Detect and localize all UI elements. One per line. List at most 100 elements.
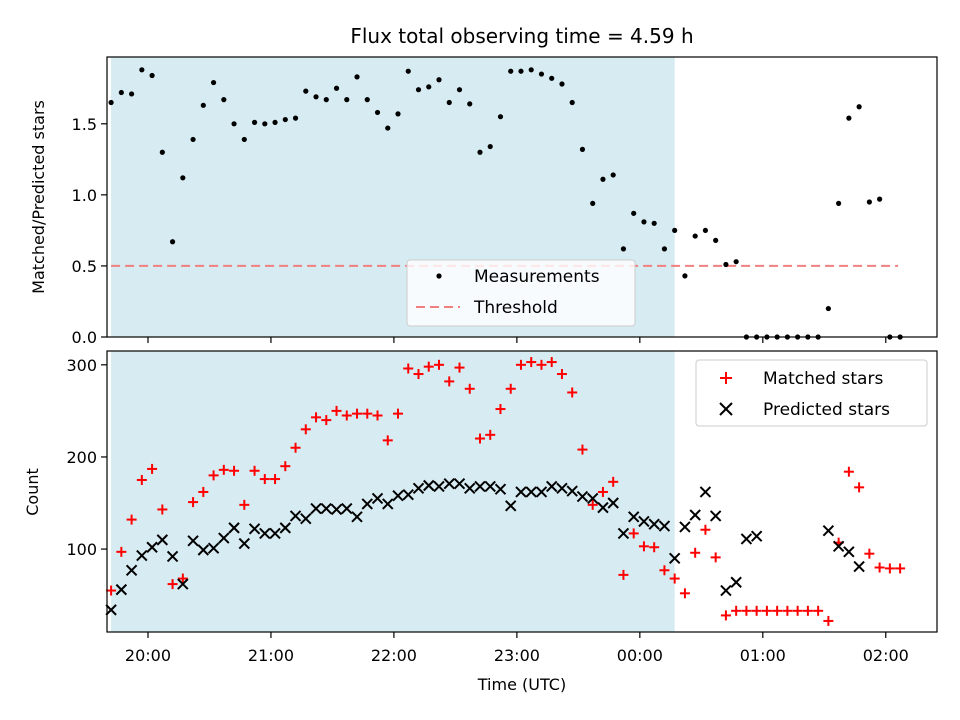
top-axes-frame [106, 56, 938, 338]
predicted-star-point [238, 537, 251, 550]
matched-star-point [874, 562, 885, 573]
x-tick-label: 02:00 [863, 646, 909, 665]
matched-star-point [720, 610, 731, 621]
predicted-star-point [228, 522, 240, 534]
matched-star-point [618, 569, 629, 580]
predicted-star-point [412, 482, 425, 494]
predicted-star-point [525, 486, 537, 498]
bottom-y-tick-label: 200 [66, 448, 97, 467]
matched-star-point [556, 369, 567, 380]
bottom-legend: Matched stars Predicted stars [695, 359, 928, 427]
x-tick-label: 22:00 [371, 646, 417, 665]
measurement-point [446, 99, 452, 106]
measurement-point [672, 227, 678, 234]
matched-star-point [382, 435, 393, 446]
measurement-point [159, 149, 165, 155]
matched-star-point [218, 464, 229, 475]
matched-star-point [884, 563, 895, 574]
matched-star-point [249, 465, 260, 476]
legend-predicted-label: Predicted stars [763, 400, 890, 420]
predicted-star-point [566, 485, 578, 497]
matched-star-point [300, 424, 311, 435]
top-legend-box [406, 259, 636, 327]
matched-star-point [495, 404, 506, 415]
matched-star-point [679, 588, 690, 599]
measurement-point [354, 74, 360, 80]
matched-star-point [157, 504, 168, 515]
predicted-star-point [679, 521, 691, 533]
matched-star-point [854, 482, 865, 493]
matched-star-point [659, 565, 670, 576]
x-tick-label: 01:00 [740, 646, 786, 665]
measurement-point [487, 143, 493, 150]
measurement-point [241, 136, 247, 143]
predicted-star-point [197, 544, 210, 556]
legend-matched-marker [720, 372, 732, 384]
measurement-point [733, 259, 739, 265]
measurement-point [631, 210, 637, 216]
predicted-star-point [505, 500, 517, 512]
measurement-point [682, 273, 688, 279]
predicted-star-point [720, 584, 732, 597]
measurement-point [395, 111, 401, 117]
predicted-star-point [177, 578, 189, 590]
matched-star-point [372, 410, 383, 421]
matched-star-point [454, 362, 465, 373]
predicted-star-point [699, 486, 712, 498]
predicted-star-point [709, 510, 722, 522]
matched-star-point [515, 359, 526, 370]
predicted-star-point [484, 480, 496, 493]
predicted-star-point [146, 541, 158, 553]
predicted-star-point [310, 502, 322, 515]
predicted-star-point [433, 480, 445, 493]
measurement-point [661, 246, 668, 252]
predicted-star-point [494, 483, 507, 495]
predicted-star-point [668, 552, 681, 565]
matched-star-point [505, 383, 516, 394]
measurement-point [108, 99, 114, 106]
measurement-point [538, 71, 545, 77]
predicted-star-point [689, 509, 701, 521]
bottom-x-axis: 20:00 21:00 22:00 23:00 00:00 01:00 02:00 [125, 632, 909, 665]
matched-star-point [321, 415, 332, 426]
x-tick-label: 20:00 [125, 646, 171, 665]
predicted-star-point [822, 524, 835, 537]
x-tick-label: 21:00 [248, 646, 294, 665]
measurement-point [200, 102, 206, 108]
matched-star-point [474, 433, 485, 444]
predicted-star-point [464, 482, 476, 494]
measurement-point [210, 79, 217, 86]
predicted-star-point [259, 527, 271, 540]
measurement-point [221, 97, 227, 103]
predicted-star-point [843, 546, 855, 558]
predicted-star-point [115, 583, 128, 596]
matched-star-point [843, 466, 854, 477]
measurement-point [436, 77, 442, 83]
matched-star-point [536, 359, 547, 370]
measurement-point [518, 68, 524, 74]
x-axis-label: Time (UTC) [477, 675, 566, 694]
measurement-point [590, 200, 596, 206]
matched-star-point [393, 408, 404, 419]
predicted-star-point [730, 576, 742, 588]
matched-star-point [198, 486, 209, 497]
measurement-point [456, 87, 463, 93]
matched-star-point [136, 474, 147, 485]
predicted-star-point [617, 527, 630, 540]
top-y-tick-label: 0.0 [72, 328, 97, 347]
measurement-point [364, 97, 370, 103]
measurement-point [313, 94, 319, 100]
bottom-y-axis-label: Count [23, 468, 42, 516]
matched-star-point [731, 605, 742, 616]
matched-star-point [167, 579, 178, 590]
measurement-point [139, 67, 145, 73]
bottom-y-tick-label: 100 [66, 540, 97, 559]
top-y-tick-label: 1.5 [72, 115, 97, 134]
matched-star-point [813, 605, 824, 616]
measurement-point [344, 97, 350, 103]
matched-star-point [772, 605, 783, 616]
predicted-star-point [166, 550, 179, 563]
measurement-point [549, 75, 555, 81]
predicted-star-point [453, 477, 466, 490]
